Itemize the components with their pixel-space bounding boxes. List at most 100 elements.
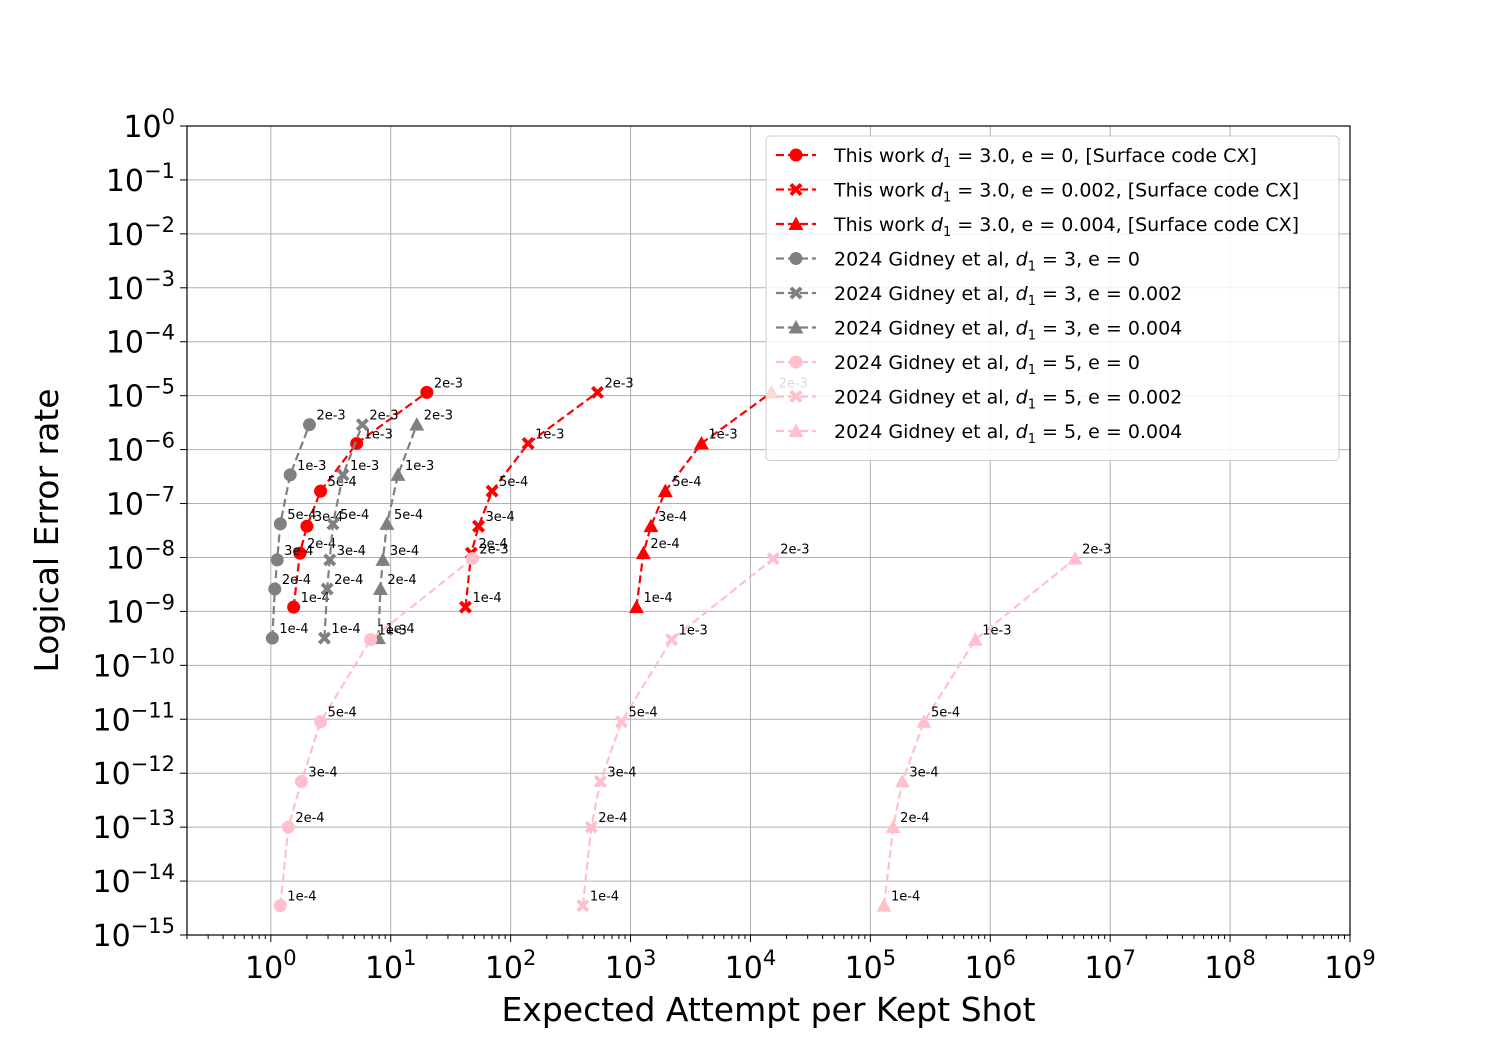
legend-label: 2024 Gidney et al, d1 = 3, e = 0	[834, 249, 1140, 275]
y-tick-label: 10−11	[92, 698, 175, 738]
data-label: 3e-4	[390, 544, 419, 559]
data-point	[657, 483, 673, 498]
y-tick-label: 100	[123, 105, 175, 145]
data-point	[766, 552, 780, 566]
data-point	[372, 581, 388, 595]
legend-label: 2024 Gidney et al, d1 = 3, e = 0.002	[834, 283, 1182, 309]
data-point	[355, 418, 369, 432]
legend-entry: 2024 Gidney et al, d1 = 3, e = 0	[776, 249, 1140, 275]
data-label: 2e-3	[1082, 543, 1111, 558]
data-label: 1e-3	[679, 624, 708, 639]
y-axis-label: Logical Error rate	[27, 388, 66, 672]
legend-marker	[789, 252, 803, 265]
data-label: 3e-4	[658, 510, 687, 525]
data-label: 2e-3	[780, 543, 809, 558]
data-label: 2e-4	[295, 811, 324, 826]
data-label: 5e-4	[287, 508, 316, 523]
data-label: 3e-4	[314, 510, 343, 525]
x-tick-label: 104	[725, 946, 777, 986]
y-tick-label: 10−8	[106, 536, 175, 576]
legend-marker	[789, 390, 803, 403]
series-line	[635, 391, 773, 608]
data-label: 5e-4	[628, 706, 657, 721]
data-label: 5e-4	[394, 508, 423, 523]
data-point	[643, 518, 659, 533]
legend-entry: 2024 Gidney et al, d1 = 3, e = 0.004	[776, 318, 1182, 344]
y-tick-label: 10−10	[92, 644, 175, 684]
legend-entry: 2024 Gidney et al, d1 = 3, e = 0.002	[776, 283, 1182, 309]
data-label: 2e-3	[369, 409, 398, 424]
legend-entry: 2024 Gidney et al, d1 = 5, e = 0	[776, 352, 1140, 378]
x-tick-label: 105	[845, 946, 897, 986]
data-point	[302, 418, 316, 432]
legend-marker	[788, 423, 804, 437]
data-point	[379, 516, 395, 530]
x-tick-label: 106	[964, 946, 1016, 986]
data-label: 2e-4	[598, 811, 627, 826]
data-label: 1e-3	[378, 624, 407, 639]
data-label: 2e-4	[334, 573, 363, 588]
data-label: 2e-4	[307, 537, 336, 552]
data-point	[967, 632, 983, 646]
data-label: 2e-3	[434, 376, 463, 391]
legend-marker	[788, 216, 804, 230]
y-tick-label: 10−14	[92, 860, 175, 900]
series-line	[271, 424, 311, 639]
data-point	[273, 517, 287, 531]
data-point	[693, 435, 709, 450]
data-point	[293, 546, 307, 560]
data-label: 1e-4	[287, 890, 316, 905]
data-point	[465, 552, 479, 566]
data-label: 1e-4	[643, 591, 672, 606]
y-tick-label: 10−2	[106, 213, 175, 253]
data-point	[628, 599, 644, 614]
legend-entry: This work d1 = 3.0, e = 0.002, [Surface …	[776, 180, 1299, 206]
data-label: 1e-3	[350, 459, 379, 474]
data-point	[485, 484, 499, 498]
legend-label: This work d1 = 3.0, e = 0.002, [Surface …	[833, 180, 1299, 206]
series-6: 1e-4 2e-4 3e-4 5e-4 1e-3 2e-3	[370, 409, 453, 645]
data-label: 5e-4	[499, 475, 528, 490]
series-line	[882, 557, 1076, 906]
data-point	[294, 775, 308, 789]
y-tick-label: 10−4	[106, 321, 175, 361]
data-point	[614, 715, 628, 729]
data-point	[665, 633, 679, 647]
data-label: 2e-4	[900, 811, 929, 826]
series-line	[323, 424, 364, 639]
x-tick-label: 109	[1324, 946, 1376, 986]
x-axis-label: Expected Attempt per Kept Shot	[501, 990, 1035, 1029]
legend-marker	[789, 286, 803, 300]
legend-marker	[789, 148, 803, 162]
data-point	[521, 436, 535, 450]
legend-label: 2024 Gidney et al, d1 = 5, e = 0	[834, 352, 1140, 378]
data-point	[273, 899, 287, 913]
legend-marker	[788, 320, 804, 334]
series-line	[292, 391, 428, 608]
data-label: 3e-4	[337, 544, 366, 559]
data-label: 3e-4	[607, 766, 636, 781]
x-tick-label: 100	[245, 946, 297, 986]
data-point	[336, 468, 350, 482]
x-tick-label: 103	[605, 946, 657, 986]
data-label: 3e-4	[284, 544, 313, 559]
y-tick-label: 10−9	[106, 590, 175, 630]
legend-entry: This work d1 = 3.0, e = 0.004, [Surface …	[776, 214, 1299, 240]
data-label: 1e-4	[301, 591, 330, 606]
legend-label: 2024 Gidney et al, d1 = 5, e = 0.002	[834, 387, 1182, 413]
data-point	[265, 631, 279, 645]
legend-entry: 2024 Gidney et al, d1 = 5, e = 0.004	[776, 421, 1182, 447]
legend-marker	[789, 355, 803, 369]
tick-labels: 100 101 102 103 104 105 106 107 108 109 100 10−1 10−…	[92, 105, 1375, 986]
data-point	[472, 519, 486, 533]
data-point	[409, 417, 425, 431]
y-tick-label: 10−6	[106, 429, 175, 469]
data-point	[1067, 551, 1083, 565]
data-point	[576, 899, 590, 913]
y-tick-label: 10−7	[106, 483, 175, 523]
data-label: 1e-4	[472, 591, 501, 606]
data-label: 2e-4	[282, 573, 311, 588]
legend-marker	[789, 183, 803, 196]
x-tick-label: 102	[485, 946, 537, 986]
